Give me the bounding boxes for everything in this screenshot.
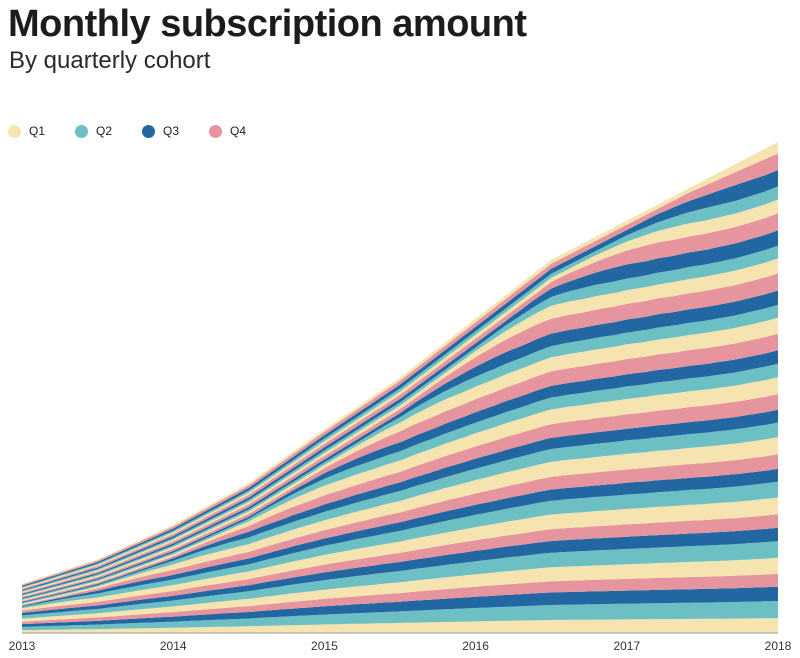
cohort-area-4 bbox=[22, 573, 778, 625]
cohort-area-10 bbox=[22, 481, 778, 609]
cohort-area-20 bbox=[22, 333, 778, 598]
x-tick-label-2015: 2015 bbox=[311, 639, 338, 653]
cohort-area-1 bbox=[22, 618, 778, 633]
x-tick-label-2013: 2013 bbox=[9, 639, 36, 653]
cohort-area-19 bbox=[22, 350, 778, 599]
cohort-area-33 bbox=[22, 142, 778, 585]
legend-label-q4: Q4 bbox=[230, 124, 247, 138]
cohort-area-14 bbox=[22, 422, 778, 604]
cohort-area-15 bbox=[22, 409, 778, 603]
cohort-areas bbox=[22, 142, 778, 633]
legend-item-q4: Q4 bbox=[209, 124, 246, 138]
cohort-area-9 bbox=[22, 497, 778, 611]
cohort-area-7 bbox=[22, 527, 778, 616]
cohort-area-11 bbox=[22, 468, 778, 607]
cohort-area-29 bbox=[22, 199, 778, 589]
x-tick-label-2017: 2017 bbox=[613, 639, 640, 653]
x-tick-label-2018: 2018 bbox=[765, 639, 792, 653]
cohort-area-17 bbox=[22, 377, 778, 601]
chart-subtitle: By quarterly cohort bbox=[9, 47, 211, 74]
legend-item-q2: Q2 bbox=[75, 124, 112, 138]
x-tick-label-2016: 2016 bbox=[462, 639, 489, 653]
legend-item-q1: Q1 bbox=[8, 124, 45, 138]
cohort-area-2 bbox=[22, 601, 778, 631]
cohort-area-5 bbox=[22, 557, 778, 622]
legend-label-q3: Q3 bbox=[163, 124, 180, 138]
legend: Q1 Q2 Q3 Q4 bbox=[8, 124, 246, 138]
cohort-area-3 bbox=[22, 586, 778, 627]
cohort-area-16 bbox=[22, 394, 778, 602]
cohort-area-13 bbox=[22, 437, 778, 605]
legend-label-q2: Q2 bbox=[96, 124, 113, 138]
cohort-area-24 bbox=[22, 273, 778, 594]
cohort-area-21 bbox=[22, 317, 778, 597]
legend-swatch-q4 bbox=[209, 124, 223, 138]
x-axis-ticks: 2013 2014 2015 2016 2017 2018 bbox=[9, 639, 792, 653]
x-tick-label-2014: 2014 bbox=[160, 639, 187, 653]
legend-swatch-q1 bbox=[8, 124, 21, 138]
legend-label-q1: Q1 bbox=[29, 124, 46, 138]
legend-swatch-q2 bbox=[75, 124, 89, 138]
cohort-area-12 bbox=[22, 454, 778, 606]
cohort-area-23 bbox=[22, 290, 778, 595]
legend-item-q3: Q3 bbox=[142, 124, 179, 138]
cohort-area-18 bbox=[22, 363, 778, 600]
cohort-area-8 bbox=[22, 514, 778, 613]
legend-swatch-q3 bbox=[142, 124, 156, 138]
chart-title: Monthly subscription amount bbox=[8, 3, 527, 45]
cohort-area-6 bbox=[22, 541, 778, 619]
